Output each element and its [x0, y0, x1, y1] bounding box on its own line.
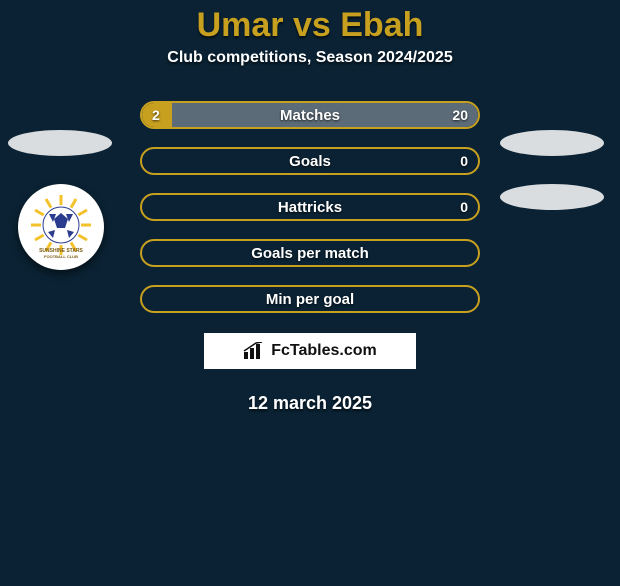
date-label: 12 march 2025	[0, 393, 620, 414]
svg-text:FOOTBALL CLUB: FOOTBALL CLUB	[44, 254, 78, 259]
side-oval	[500, 184, 604, 210]
watermark: FcTables.com	[202, 331, 418, 371]
stat-bar-label: Goals	[142, 149, 478, 173]
player-badge-left: SUNSHINE STARS FOOTBALL CLUB	[18, 184, 104, 270]
side-oval	[8, 130, 112, 156]
bars-icon	[243, 342, 265, 360]
stat-bar: Goals per match	[140, 239, 480, 267]
stat-bar-label: Goals per match	[142, 241, 478, 265]
page-title: Umar vs Ebah	[0, 6, 620, 45]
stat-bar-value-right: 0	[460, 149, 468, 173]
club-logo-icon: SUNSHINE STARS FOOTBALL CLUB	[26, 192, 96, 262]
side-oval	[500, 130, 604, 156]
watermark-label: FcTables.com	[271, 342, 377, 360]
stat-bar-value-right: 0	[460, 195, 468, 219]
stat-bar-value-right: 20	[452, 103, 468, 127]
page-subtitle: Club competitions, Season 2024/2025	[0, 49, 620, 67]
stat-bar-label: Min per goal	[142, 287, 478, 311]
stat-bar-label: Hattricks	[142, 195, 478, 219]
stat-bar-label: Matches	[142, 103, 478, 127]
stat-bar: Matches2 20	[140, 101, 480, 129]
stat-bar: Hattricks0	[140, 193, 480, 221]
stat-bar: Goals0	[140, 147, 480, 175]
stat-bar-value-left: 2	[152, 103, 160, 127]
stat-bar: Min per goal	[140, 285, 480, 313]
